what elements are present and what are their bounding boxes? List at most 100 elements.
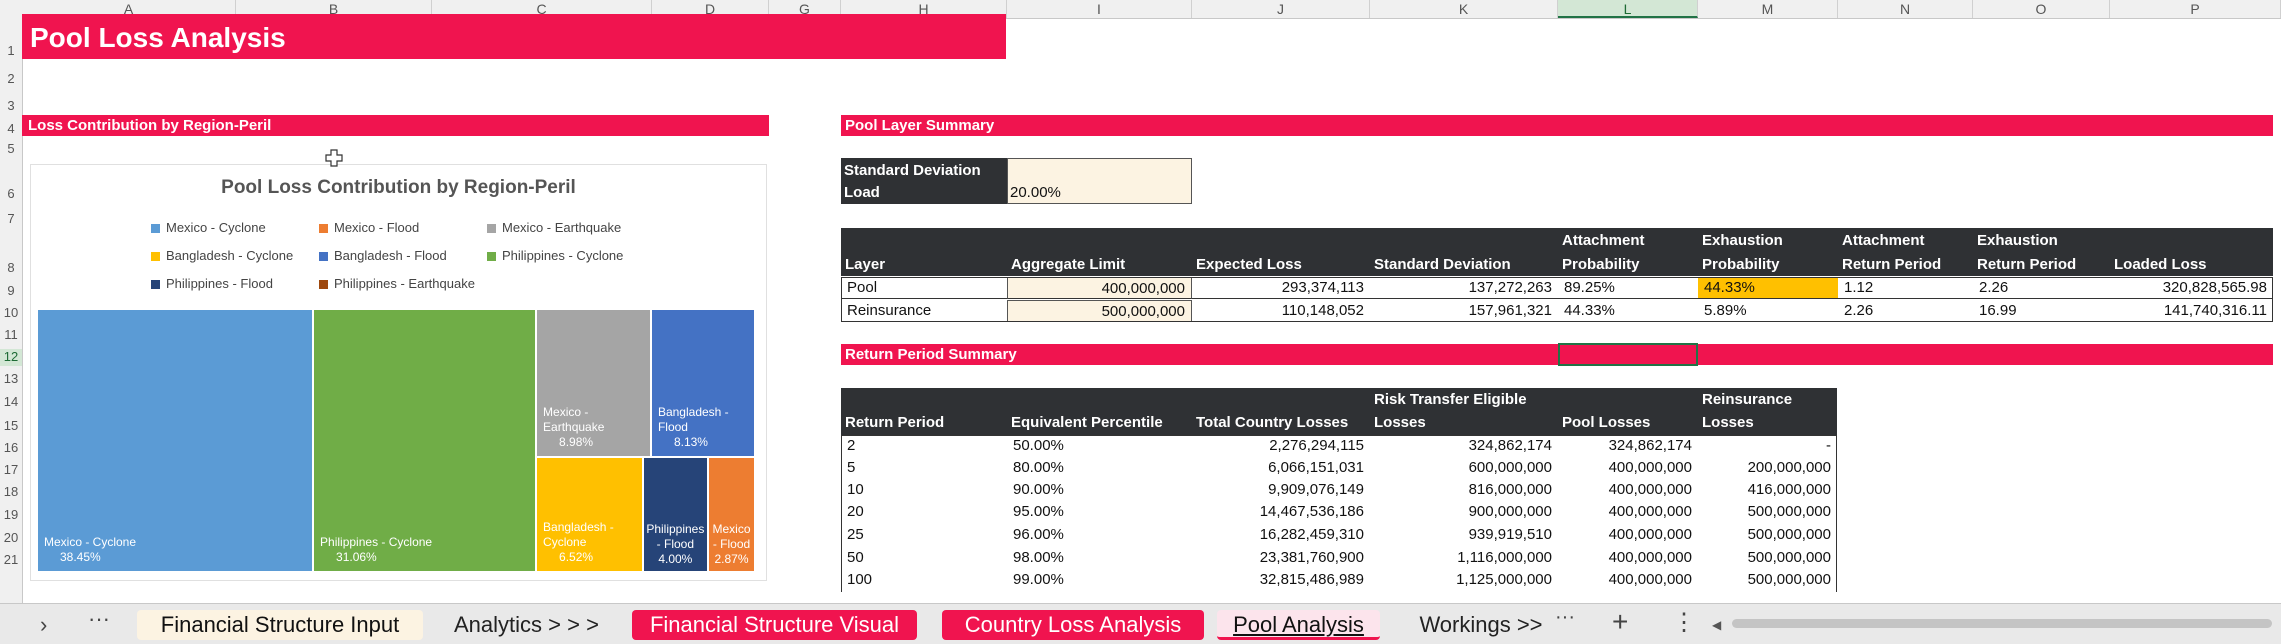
std-dev-load-input[interactable]: 20.00%	[1007, 158, 1192, 204]
rp-cell-0-0: 2	[847, 437, 856, 454]
legend-item-5: Philippines - Cyclone	[487, 248, 623, 263]
rp-cell-6-5: 500,000,000	[1747, 571, 1831, 588]
rp-header-0: Return Period	[845, 414, 945, 431]
layer-cell-0-6: 1.12	[1838, 277, 1973, 299]
treemap-chart[interactable]: Pool Loss Contribution by Region-Peril M…	[30, 164, 767, 581]
sheet-tab-1[interactable]: Analytics > > >	[454, 612, 599, 637]
layer-cell-0-8: 320,828,565.98	[2110, 277, 2273, 299]
treemap-cell-0[interactable]: Mexico - Cyclone 38.45%	[37, 309, 314, 572]
column-header-c[interactable]: C	[432, 0, 652, 18]
treemap-name-2: Mexico - Earthquake	[543, 404, 605, 434]
row-header-3[interactable]: 3	[7, 98, 15, 113]
treemap-cell-1[interactable]: Philippines - Cyclone 31.06%	[313, 309, 537, 572]
more-tabs-icon[interactable]: ···	[1555, 606, 1575, 628]
treemap-cell-6[interactable]: Mexico - Flood 2.87%	[708, 456, 755, 572]
row-header-7[interactable]: 7	[7, 211, 15, 226]
column-header-l[interactable]: L	[1558, 0, 1698, 18]
sheet-tab-0[interactable]: Financial Structure Input	[137, 610, 423, 640]
rp-cell-4-0: 25	[847, 526, 864, 543]
rp-cell-6-2: 32,815,486,989	[1259, 571, 1364, 588]
column-header-k[interactable]: K	[1370, 0, 1558, 18]
layer-cell-1-1[interactable]: 500,000,000	[1007, 300, 1192, 322]
row-header-21[interactable]: 21	[3, 552, 19, 567]
rp-cell-1-2: 6,066,151,031	[1268, 459, 1364, 476]
chart-title: Pool Loss Contribution by Region-Peril	[221, 177, 576, 198]
rp-cell-0-4: 324,862,174	[1608, 437, 1692, 454]
pool-layer-title: Pool Layer Summary	[845, 117, 995, 134]
layer-header-5-line1: Exhaustion	[1702, 232, 1783, 249]
legend-item-6: Philippines - Flood	[151, 276, 273, 291]
move-cursor-icon	[325, 149, 343, 167]
column-header-n[interactable]: N	[1838, 0, 1973, 18]
layer-cell-0-1[interactable]: 400,000,000	[1007, 277, 1192, 299]
column-header-g[interactable]: G	[769, 0, 841, 18]
horizontal-scrollbar[interactable]: ◀	[1712, 616, 2281, 632]
treemap-cell-2[interactable]: Mexico - Earthquake 8.98%	[536, 309, 651, 457]
column-header-p[interactable]: P	[2110, 0, 2281, 18]
row-header-13[interactable]: 13	[3, 371, 19, 386]
column-header-h[interactable]: H	[841, 0, 1007, 18]
column-header-b[interactable]: B	[236, 0, 432, 18]
row-header-12[interactable]: 12	[0, 349, 22, 366]
sheet-tab-bar: › ··· Financial Structure Input Analytics…	[0, 603, 2281, 644]
column-header-j[interactable]: J	[1192, 0, 1370, 18]
layer-cell-1-4: 44.33%	[1564, 302, 1615, 319]
rp-header-3: Losses	[1374, 414, 1426, 431]
sheet-tab-4[interactable]: Pool Analysis	[1217, 610, 1380, 640]
row-header-8[interactable]: 8	[7, 260, 15, 275]
rp-cell-3-3: 900,000,000	[1468, 503, 1552, 520]
layer-cell-1-8: 141,740,316.11	[2163, 302, 2267, 319]
rp-cell-3-1: 95.00%	[1013, 503, 1064, 520]
row-header-15[interactable]: 15	[3, 418, 19, 433]
row-header-19[interactable]: 19	[3, 507, 19, 522]
row-header-16[interactable]: 16	[3, 440, 19, 455]
row-header-10[interactable]: 10	[3, 305, 19, 320]
row-header-14[interactable]: 14	[3, 394, 19, 409]
treemap-cell-3[interactable]: Bangladesh - Flood 8.13%	[650, 309, 755, 457]
rp-cell-5-4: 400,000,000	[1608, 549, 1692, 566]
rp-cell-6-3: 1,125,000,000	[1456, 571, 1552, 588]
rp-cell-1-0: 5	[847, 459, 856, 476]
rp-cell-4-3: 939,919,510	[1468, 526, 1552, 543]
sheet-tab-3[interactable]: Country Loss Analysis	[942, 610, 1204, 640]
row-header-17[interactable]: 17	[3, 462, 19, 477]
rp-header-3-line1: Risk Transfer Eligible	[1374, 391, 1527, 408]
row-header-1[interactable]: 1	[7, 43, 15, 58]
treemap-cell-5[interactable]: Philippines - Flood 4.00%	[642, 456, 709, 572]
row-header-20[interactable]: 20	[3, 530, 19, 545]
treemap-cell-4[interactable]: Bangladesh - Cyclone 6.52%	[536, 456, 643, 572]
column-header-d[interactable]: D	[652, 0, 769, 18]
rp-cell-1-5: 200,000,000	[1747, 459, 1831, 476]
column-header-o[interactable]: O	[1973, 0, 2110, 18]
column-header-a[interactable]: A	[22, 0, 236, 18]
sheet-tab-5[interactable]: Workings >>	[1419, 612, 1543, 637]
treemap-pct-3: 8.13%	[673, 434, 708, 449]
treemap-label-6: Mexico - Flood 2.87%	[711, 522, 752, 567]
legend-label-1: Mexico - Flood	[334, 220, 420, 235]
rp-cell-3-2: 14,467,536,186	[1259, 503, 1364, 520]
layer-header-5: Probability	[1702, 256, 1780, 273]
vertical-ellipsis-icon[interactable]: ⋮	[1672, 609, 1696, 636]
treemap-pct-6: 2.87%	[714, 551, 749, 566]
row-header-6[interactable]: 6	[7, 186, 15, 201]
return-period-banner: Return Period Summary	[841, 344, 2273, 365]
row-header-5[interactable]: 5	[7, 141, 15, 156]
plus-icon[interactable]: +	[1612, 606, 1629, 637]
chevron-right-icon[interactable]: ›	[40, 612, 48, 637]
rp-cell-0-3: 324,862,174	[1468, 437, 1552, 454]
row-header-11[interactable]: 11	[4, 327, 18, 342]
row-header-4[interactable]: 4	[7, 121, 15, 136]
layer-header-8: Loaded Loss	[2114, 256, 2207, 273]
selected-cell-L12[interactable]	[1558, 343, 1698, 366]
legend-label-6: Philippines - Flood	[166, 276, 273, 291]
layer-cell-0-0: Pool	[841, 277, 1007, 299]
layer-header-6: Return Period	[1842, 256, 1942, 273]
ellipsis-icon[interactable]: ···	[88, 606, 110, 631]
column-header-i[interactable]: I	[1007, 0, 1192, 18]
row-header-2[interactable]: 2	[7, 71, 15, 86]
column-header-m[interactable]: M	[1698, 0, 1838, 18]
row-header-18[interactable]: 18	[3, 484, 19, 499]
sheet-tab-2[interactable]: Financial Structure Visual	[632, 610, 917, 640]
std-dev-load-label-2: Load	[844, 184, 880, 201]
row-header-9[interactable]: 9	[7, 283, 15, 298]
